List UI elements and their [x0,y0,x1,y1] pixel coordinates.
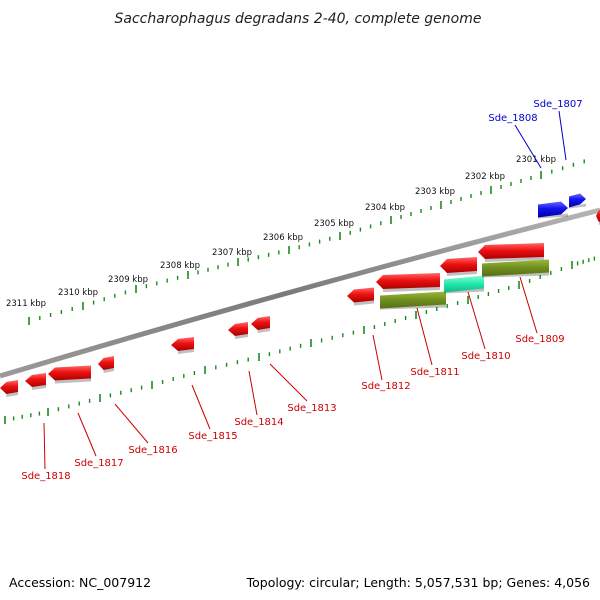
gene-sde-1817 [25,373,46,387]
gene-sde-1811 [380,291,446,309]
gene-sde-1814 [228,322,248,336]
leader-line-sde-1817 [77,412,97,457]
leader-line-sde-1812 [372,334,383,381]
kbp-label: 2306 kbp [263,233,303,243]
gene-sde-1807 [569,193,586,208]
gene-sde-1813 [251,316,270,330]
gene-sde-1808 [538,201,568,218]
gene-sde-1815 [171,337,194,351]
gene-label-sde-1818: Sde_1818 [21,471,70,482]
gene-sde-1812 [347,287,374,303]
kbp-label: 2308 kbp [160,261,200,271]
gene-label-sde-1811: Sde_1811 [410,367,459,378]
gene-sde-1818 [0,380,18,394]
accession-text: Accession: NC_007912 [9,575,152,590]
leader-line-sde-1814 [248,370,258,416]
gene-label-sde-1813: Sde_1813 [287,403,336,414]
gene-label-sde-1810: Sde_1810 [461,351,510,362]
gene-label-sde-1807: Sde_1807 [533,99,582,110]
leader-line-sde-1807 [558,110,567,161]
gene-label-sde-1815: Sde_1815 [188,431,237,442]
leader-line-sde-1816 [114,403,149,444]
gene-label-group: Sde_1807 Sde_1808 Sde_1809 Sde_1810Sde_1811… [21,99,582,482]
genome-backbone [0,207,600,379]
gene-sde-1812-shadow [354,300,374,306]
gene-sde-1809-shadow [482,272,549,278]
gene-label-sde-1816: Sde_1816 [128,445,177,456]
gene-sde-1809-red [478,243,544,259]
gene-features [0,193,600,397]
leader-line-sde-1808 [514,124,542,169]
gene-sde-1815a-shadow [103,368,114,373]
kbp-label: 2302 kbp [465,172,505,182]
gene-sde-1807-shadow [569,203,586,209]
gene-label-sde-1808: Sde_1808 [488,113,537,124]
gene-sde-1816 [48,365,91,381]
leader-line-sde-1815 [191,384,211,430]
gene-label-sde-1814: Sde_1814 [234,417,283,428]
gene-label-sde-1817: Sde_1817 [74,458,123,469]
gene-sde-1815-shadow [178,349,194,354]
label-leader-lines [43,110,567,470]
gene-sde-1813-shadow [257,328,270,333]
kbp-label: 2303 kbp [415,187,455,197]
inner-tick-track [4,256,596,424]
leader-line-sde-1818 [43,422,46,470]
leader-line-sde-1809 [519,276,538,334]
gene-sde-1808-shadow [538,213,568,219]
gene-sde-1809-red-shadow [485,257,544,262]
kbp-label: 2307 kbp [212,248,252,258]
leader-line-sde-1810 [467,291,486,350]
kbp-label: 2310 kbp [58,288,98,298]
gene-sde-1810 [444,275,484,293]
topology-text: Topology: circular; Length: 5,057,531 bp… [246,575,590,590]
kbp-label: 2311 kbp [6,299,46,309]
gene-sde-1809 [482,259,549,277]
gene-sde-1814-shadow [235,334,248,339]
leader-line-sde-1813 [269,363,308,402]
gene-sde-1811-shadow [380,304,446,310]
gene-edge-red [596,209,600,222]
gene-label-sde-1812: Sde_1812 [361,381,410,392]
gene-sde-1818-shadow [6,392,18,397]
gene-sde-1810-shadow [444,288,484,294]
gene-sde-1810-red [440,257,477,273]
gene-sde-1810-red-shadow [447,271,477,276]
kbp-label: 2309 kbp [108,275,148,285]
outer-tick-track [28,159,585,325]
kbp-label: 2304 kbp [365,203,405,213]
gene-sde-1816-shadow [55,378,91,384]
gene-sde-1811-red-shadow [383,287,440,292]
map-title: Saccharophagus degradans 2-40, complete … [115,11,482,27]
kbp-label: 2305 kbp [314,219,354,229]
gene-sde-1811-red [376,273,440,289]
leader-line-sde-1811 [416,307,433,366]
gene-sde-1817-shadow [32,385,46,390]
gene-sde-1815a [98,356,114,370]
gene-label-sde-1809: Sde_1809 [515,334,564,345]
